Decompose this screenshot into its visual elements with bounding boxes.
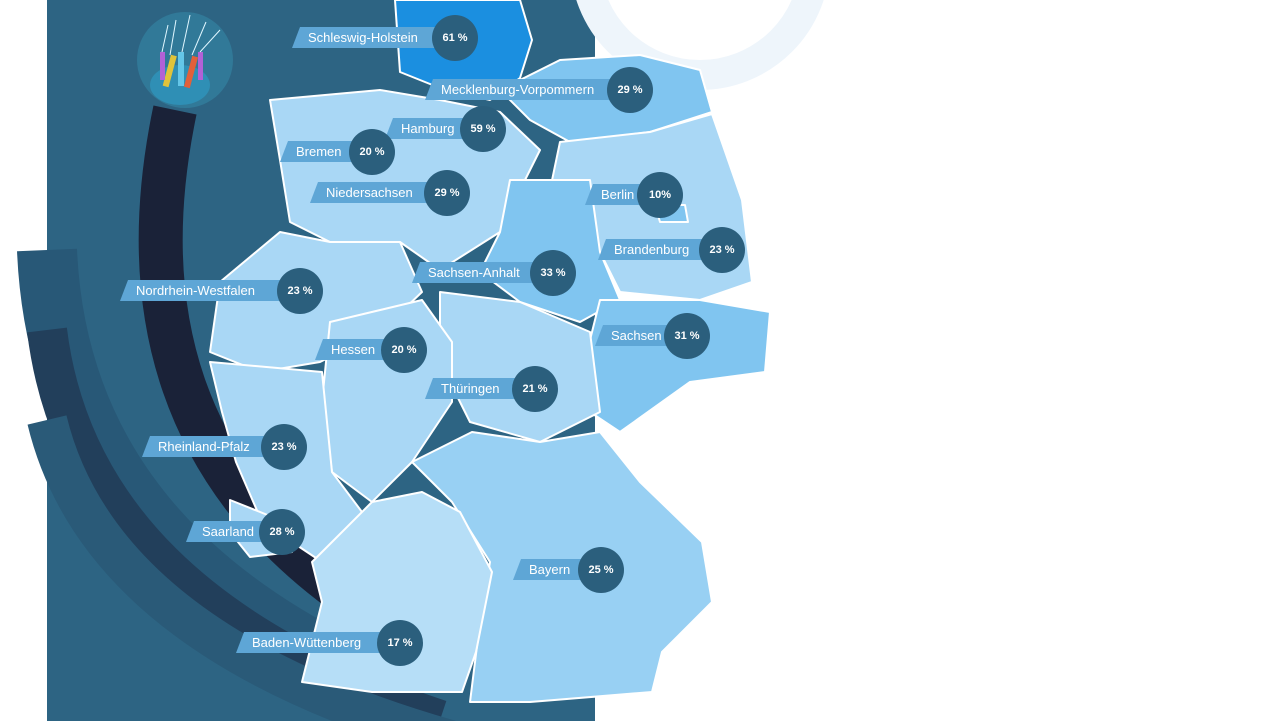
region-percentage-badge: 20 % [349,129,395,175]
region-label: Brandenburg [598,239,722,260]
region-label: Thüringen [425,378,535,399]
region-percentage-badge: 23 % [261,424,307,470]
region-percentage-badge: 21 % [512,366,558,412]
region-label: Rheinland-Pfalz [142,436,284,457]
region-percentage-badge: 28 % [259,509,305,555]
region-label: Sachsen-Anhalt [412,262,553,283]
region-label: Nordrhein-Westfalen [120,280,300,301]
region-percentage-badge: 29 % [607,67,653,113]
region-percentage-badge: 25 % [578,547,624,593]
region-percentage-badge: 31 % [664,313,710,359]
region-label: Mecklenburg-Vorpommern [425,79,630,100]
fiber-optic-cable-icon [137,12,233,108]
region-percentage-badge: 33 % [530,250,576,296]
region-label: Baden-Wüttenberg [236,632,400,653]
region-percentage-badge: 20 % [381,327,427,373]
region-label: Niedersachsen [310,182,447,203]
region-label: Saarland [186,521,282,542]
region-percentage-badge: 23 % [277,268,323,314]
region-label: Hamburg [385,118,483,139]
region-percentage-badge: 59 % [460,106,506,152]
region-percentage-badge: 61 % [432,15,478,61]
region-percentage-badge: 10% [637,172,683,218]
region-percentage-badge: 29 % [424,170,470,216]
region-percentage-badge: 23 % [699,227,745,273]
region-percentage-badge: 17 % [377,620,423,666]
region-label: Schleswig-Holstein [292,27,455,48]
